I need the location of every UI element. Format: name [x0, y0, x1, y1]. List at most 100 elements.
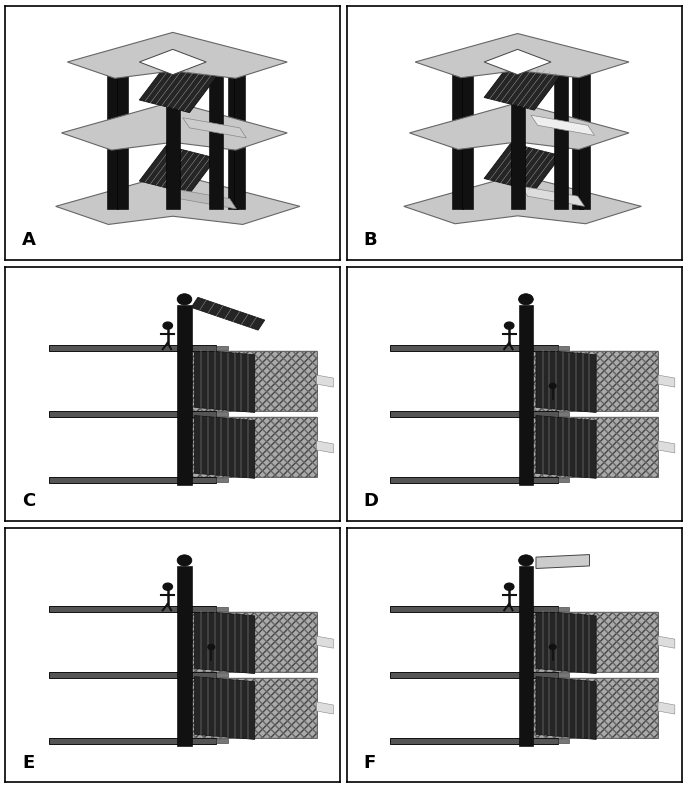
Bar	[177, 305, 192, 485]
Bar	[531, 351, 658, 411]
Bar	[49, 345, 216, 351]
Bar	[531, 678, 658, 738]
Polygon shape	[317, 636, 333, 649]
Polygon shape	[173, 188, 236, 209]
Bar	[190, 351, 317, 411]
Bar	[107, 57, 118, 209]
Bar	[117, 57, 128, 209]
Polygon shape	[317, 702, 333, 714]
Polygon shape	[536, 415, 596, 478]
Bar	[519, 566, 533, 746]
Polygon shape	[531, 115, 594, 136]
Bar	[558, 412, 570, 416]
Bar	[49, 672, 216, 678]
Polygon shape	[317, 375, 333, 387]
Bar	[166, 57, 180, 209]
Polygon shape	[194, 415, 255, 478]
Polygon shape	[409, 103, 629, 150]
Bar	[177, 566, 192, 746]
Polygon shape	[484, 62, 561, 110]
Text: D: D	[363, 492, 379, 511]
Bar	[390, 411, 558, 417]
Polygon shape	[194, 677, 255, 739]
Bar	[216, 673, 228, 678]
Polygon shape	[521, 186, 585, 206]
Bar	[558, 346, 570, 351]
Polygon shape	[194, 611, 255, 674]
Text: B: B	[363, 232, 377, 249]
Polygon shape	[658, 702, 675, 714]
Bar	[510, 57, 525, 209]
Bar	[190, 417, 317, 477]
Polygon shape	[139, 146, 216, 194]
Bar	[216, 346, 228, 351]
Bar	[390, 345, 558, 351]
Circle shape	[550, 645, 556, 649]
Bar	[558, 673, 570, 678]
Text: A: A	[22, 232, 36, 249]
Bar	[49, 411, 216, 417]
Polygon shape	[139, 65, 216, 113]
Polygon shape	[536, 350, 596, 412]
Circle shape	[163, 583, 172, 590]
Bar	[190, 351, 317, 411]
Bar	[572, 57, 583, 209]
Bar	[390, 738, 558, 744]
Polygon shape	[317, 441, 333, 453]
Bar	[531, 351, 658, 411]
Bar	[49, 738, 216, 744]
Polygon shape	[658, 441, 675, 453]
Polygon shape	[536, 555, 589, 568]
Polygon shape	[183, 117, 247, 138]
Circle shape	[519, 294, 533, 305]
Circle shape	[163, 322, 172, 329]
Bar	[190, 612, 317, 672]
Circle shape	[177, 555, 192, 566]
Polygon shape	[139, 50, 206, 75]
Bar	[390, 477, 558, 482]
Bar	[554, 57, 568, 209]
Circle shape	[519, 555, 533, 566]
Bar	[49, 607, 216, 612]
Text: C: C	[22, 492, 36, 511]
Polygon shape	[191, 297, 264, 330]
Bar	[452, 57, 463, 209]
Circle shape	[177, 294, 192, 305]
Bar	[390, 672, 558, 678]
Circle shape	[208, 645, 214, 649]
Circle shape	[504, 583, 514, 590]
Polygon shape	[194, 350, 255, 412]
Bar	[216, 607, 228, 611]
Bar	[531, 417, 658, 477]
Polygon shape	[484, 143, 561, 191]
Polygon shape	[484, 50, 551, 75]
Bar	[190, 417, 317, 477]
Polygon shape	[56, 173, 300, 225]
Bar	[216, 478, 228, 482]
Bar	[462, 57, 473, 209]
Circle shape	[550, 384, 556, 388]
Polygon shape	[404, 175, 642, 224]
Polygon shape	[415, 34, 629, 78]
Bar	[190, 678, 317, 738]
Bar	[519, 305, 533, 485]
Bar	[216, 738, 228, 743]
Circle shape	[504, 322, 514, 329]
Text: F: F	[363, 753, 376, 771]
Bar	[190, 678, 317, 738]
Bar	[49, 477, 216, 482]
Bar	[234, 57, 245, 209]
Polygon shape	[67, 32, 287, 78]
Bar	[216, 412, 228, 416]
Polygon shape	[536, 677, 596, 739]
Bar	[558, 607, 570, 611]
Bar	[579, 57, 590, 209]
Bar	[210, 57, 223, 209]
Bar	[558, 478, 570, 482]
Polygon shape	[536, 611, 596, 674]
Polygon shape	[658, 636, 675, 649]
Polygon shape	[658, 375, 675, 387]
Bar	[558, 738, 570, 743]
Bar	[227, 57, 238, 209]
Bar	[531, 612, 658, 672]
